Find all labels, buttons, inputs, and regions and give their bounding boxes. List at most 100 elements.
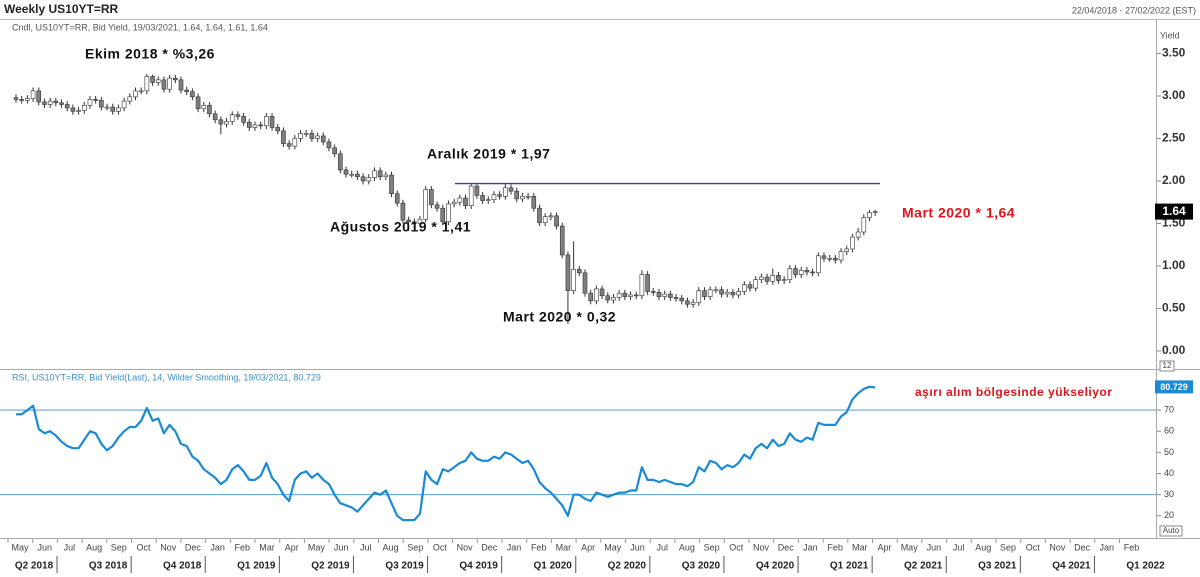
month-label: Oct — [1026, 542, 1041, 552]
candle-body — [229, 114, 235, 122]
candle-body — [338, 153, 343, 171]
y-tick-label: 60 — [1164, 426, 1174, 436]
candle-body — [810, 271, 815, 274]
candle-body — [429, 189, 434, 206]
candle-body — [577, 269, 582, 274]
month-label: Dec — [778, 542, 795, 552]
candle-body — [59, 102, 64, 105]
candle-body — [355, 173, 360, 178]
y-tick-label: 2.50 — [1162, 131, 1186, 145]
candle-body — [30, 90, 36, 99]
candle-body — [645, 274, 650, 292]
candle-body — [861, 217, 867, 233]
candle-body — [662, 293, 667, 297]
axis-badge: Auto — [1163, 526, 1180, 535]
candle-body — [25, 98, 30, 101]
candle-body — [246, 122, 252, 128]
last-price-label: 1.64 — [1162, 204, 1186, 218]
annotation: Aralık 2019 * 1,97 — [427, 146, 550, 162]
month-label: Oct — [136, 542, 151, 552]
candle-body — [491, 194, 497, 201]
candle-body — [827, 258, 832, 260]
candle-body — [457, 197, 463, 203]
candle-body — [292, 138, 298, 147]
y-tick-label: 1.00 — [1162, 258, 1186, 272]
candle-body — [252, 124, 258, 128]
month-label: Feb — [235, 542, 251, 552]
month-label: Nov — [457, 542, 474, 552]
quarter-label: Q2 2018 — [15, 561, 54, 572]
candle-body — [656, 292, 662, 297]
axis-badge-box — [1159, 360, 1175, 372]
candle-body — [793, 268, 798, 275]
month-label: May — [308, 542, 326, 552]
candle-body — [582, 272, 588, 294]
candle-body — [622, 292, 628, 297]
candle-body — [776, 275, 781, 281]
quarter-label: Q3 2019 — [385, 561, 424, 572]
candle-body — [377, 170, 383, 178]
candle-body — [400, 202, 406, 221]
candle-body — [867, 212, 872, 218]
y-tick-label: 0.50 — [1162, 301, 1186, 315]
price-legend: Cndl, US10YT=RR, Bid Yield, 19/03/2021, … — [12, 22, 268, 32]
y-tick-label: 2.00 — [1162, 173, 1186, 187]
candle-body — [349, 173, 355, 176]
month-label: May — [901, 542, 919, 552]
candle-body — [463, 197, 468, 206]
candle-body — [423, 189, 428, 220]
candle-body — [838, 251, 844, 261]
candle-body — [742, 284, 747, 292]
candle-body — [309, 133, 315, 139]
month-label: Sep — [407, 542, 423, 552]
month-label: Mar — [556, 542, 572, 552]
month-label: Mar — [852, 542, 868, 552]
candle-body — [178, 79, 184, 91]
quarter-label: Q3 2018 — [89, 561, 128, 572]
annotation: Mart 2020 * 1,64 — [902, 205, 1015, 221]
annotation: Ağustos 2019 * 1,41 — [330, 219, 471, 235]
candle-body — [531, 196, 537, 209]
month-label: Aug — [382, 542, 398, 552]
candle-body — [99, 99, 104, 108]
candle-body — [332, 147, 337, 155]
candle-body — [42, 101, 47, 105]
candle-body — [850, 236, 855, 250]
candle-body — [104, 106, 110, 109]
candle-body — [497, 194, 502, 197]
candle-body — [503, 187, 508, 197]
candle-body — [548, 215, 554, 218]
candle-body — [167, 77, 172, 90]
candle-body — [668, 293, 673, 298]
month-label: Jan — [507, 542, 522, 552]
month-label: May — [11, 542, 29, 552]
month-label: Jul — [64, 542, 76, 552]
quarter-label: Q1 2021 — [830, 561, 869, 572]
candle-body — [76, 110, 81, 112]
candle-body — [770, 275, 776, 282]
candle-body — [685, 300, 690, 305]
candle-body — [190, 91, 195, 98]
candle-body — [184, 89, 189, 93]
month-label: Sep — [1000, 542, 1016, 552]
candle-body — [702, 290, 707, 297]
quarter-label: Q2 2021 — [904, 561, 943, 572]
month-label: Feb — [827, 542, 843, 552]
annotation: Ekim 2018 * %3,26 — [85, 46, 215, 62]
quarter-label: Q4 2021 — [1052, 561, 1091, 572]
quarter-label: Q1 2022 — [1126, 561, 1165, 572]
y-tick-label: 70 — [1164, 404, 1174, 414]
month-label: Apr — [581, 542, 595, 552]
candle-body — [372, 170, 377, 178]
candle-body — [804, 269, 810, 273]
candle-body — [833, 258, 838, 261]
month-label: Jun — [37, 542, 52, 552]
candle-body — [690, 302, 696, 305]
candle-body — [207, 105, 212, 115]
quarter-label: Q2 2019 — [311, 561, 350, 572]
candle-body — [798, 269, 804, 275]
month-label: Nov — [753, 542, 770, 552]
candle-body — [320, 135, 326, 143]
last-price-box — [1155, 203, 1193, 220]
